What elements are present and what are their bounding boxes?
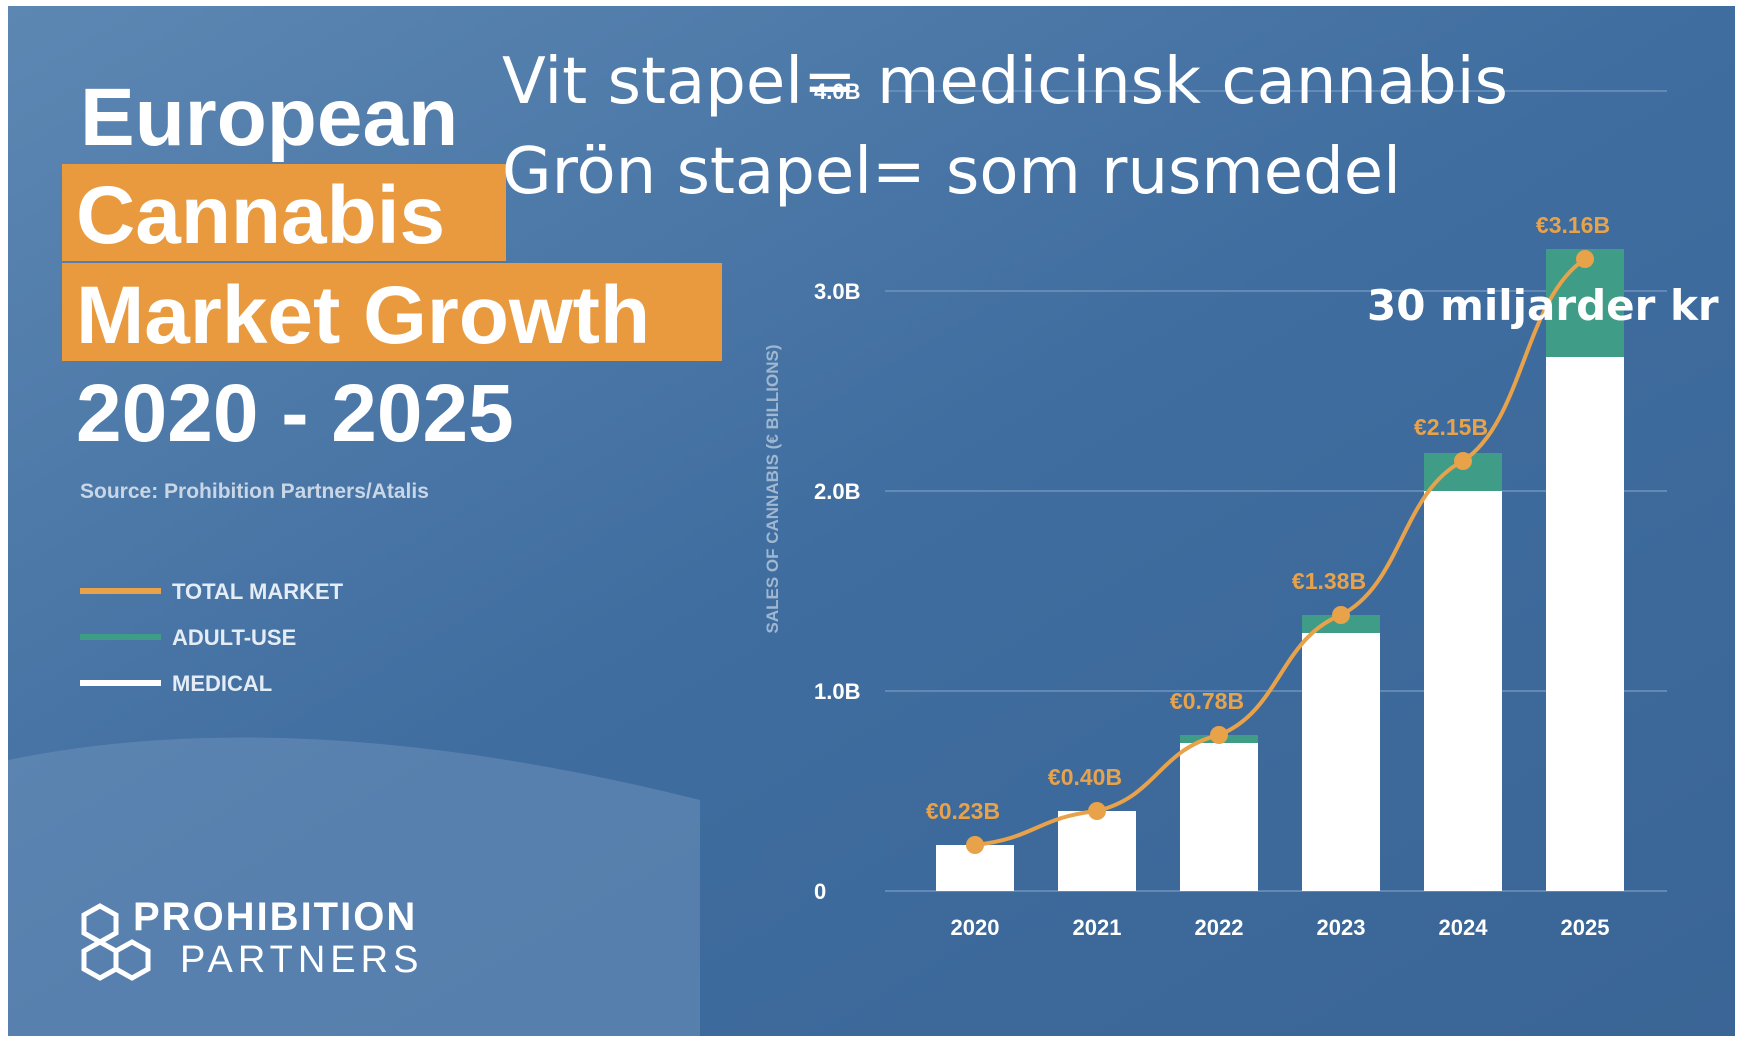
- value-label: €0.23B: [926, 798, 1000, 824]
- x-tick-label: 2024: [1439, 915, 1489, 940]
- annotation: 30 miljarder kr: [1367, 281, 1719, 330]
- x-tick-label: 2023: [1317, 915, 1366, 940]
- title: Cannabis: [76, 170, 445, 261]
- legend-label: ADULT-USE: [172, 625, 296, 650]
- x-tick-label: 2022: [1195, 915, 1244, 940]
- point: [966, 836, 984, 854]
- snow-slope: [8, 738, 700, 1037]
- bar: [1302, 633, 1380, 891]
- value-label: €0.78B: [1170, 688, 1244, 714]
- y-axis-title: SALES OF CANNABIS (€ BILLIONS): [763, 344, 782, 633]
- title: European: [80, 72, 458, 163]
- chart: European Cannabis Market Growth 2020 - 2…: [0, 0, 1743, 1042]
- logo-text: PROHIBITION: [133, 895, 417, 939]
- bar: [1546, 357, 1624, 891]
- x-tick-label: 2020: [951, 915, 1000, 940]
- x-tick-label: 2021: [1073, 915, 1122, 940]
- value-label: €1.38B: [1292, 568, 1366, 594]
- logo-text: PARTNERS: [180, 939, 423, 981]
- annotation: Grön stapel= som rusmedel: [502, 135, 1401, 209]
- point: [1088, 802, 1106, 820]
- point: [1332, 606, 1350, 624]
- point: [1454, 452, 1472, 470]
- y-tick-label: 3.0B: [814, 279, 860, 304]
- value-label: €0.40B: [1048, 764, 1122, 790]
- bar: [1424, 491, 1502, 891]
- bar: [1058, 811, 1136, 891]
- title: 2020 - 2025: [76, 368, 514, 459]
- value-label: €2.15B: [1414, 414, 1488, 440]
- point: [1210, 726, 1228, 744]
- point: [1576, 250, 1594, 268]
- y-tick-label: 0: [814, 879, 826, 904]
- y-tick-label: 2.0B: [814, 479, 860, 504]
- source: Source: Prohibition Partners/Atalis: [80, 480, 429, 503]
- legend-label: TOTAL MARKET: [172, 579, 344, 604]
- annotation: Vit stapel= medicinsk cannabis: [502, 45, 1508, 119]
- legend-label: MEDICAL: [172, 671, 272, 696]
- y-tick-label: 1.0B: [814, 679, 860, 704]
- bar: [1180, 743, 1258, 891]
- value-label: €3.16B: [1536, 212, 1610, 238]
- x-tick-label: 2025: [1561, 915, 1610, 940]
- title: Market Growth: [76, 270, 650, 361]
